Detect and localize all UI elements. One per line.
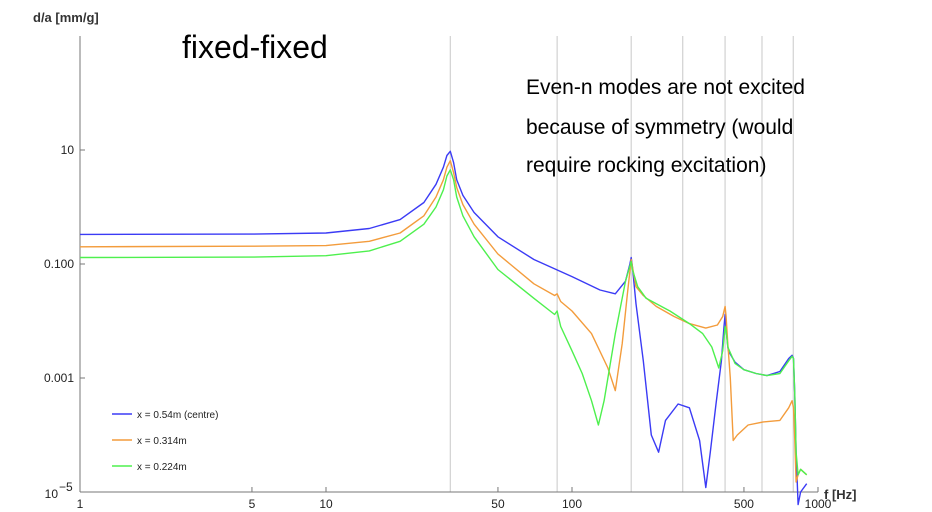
legend-label-3: x = 0.224m: [137, 462, 187, 473]
x-tick-label: 10: [319, 497, 333, 511]
y-tick-label: 10: [45, 487, 59, 501]
x-tick-label: 5: [249, 497, 256, 511]
x-tick-label: 1: [77, 497, 84, 511]
mode-lines: [449, 36, 794, 492]
chart-title: fixed-fixed: [182, 29, 328, 65]
y-tick-label: 0.100: [44, 257, 74, 271]
series-line-1: [79, 150, 808, 506]
legend-label-1: x = 0.54m (centre): [137, 410, 218, 421]
axes: [79, 36, 818, 493]
x-tick-label: 500: [734, 497, 754, 511]
y-tick-label: 10: [61, 143, 75, 157]
x-tick-label: 1000: [805, 497, 832, 511]
annotation-line-1: Even-n modes are not excited: [526, 76, 805, 99]
legend: x = 0.54m (centre) x = 0.314m x = 0.224m: [112, 410, 218, 473]
annotation: Even-n modes are not excited because of …: [526, 76, 805, 177]
x-tick-label: 50: [491, 497, 505, 511]
annotation-line-2: because of symmetry (would: [526, 116, 793, 139]
legend-label-2: x = 0.314m: [137, 436, 187, 447]
series-line-3: [79, 169, 808, 476]
series-group: [79, 150, 808, 506]
x-axis-label: f [Hz]: [824, 487, 857, 502]
y-tick-exponent: −5: [59, 480, 73, 494]
y-axis-label: d/a [mm/g]: [33, 10, 99, 25]
x-tick-label: 100: [562, 497, 582, 511]
annotation-line-3: require rocking excitation): [526, 154, 766, 177]
y-tick-label: 0.001: [44, 371, 74, 385]
